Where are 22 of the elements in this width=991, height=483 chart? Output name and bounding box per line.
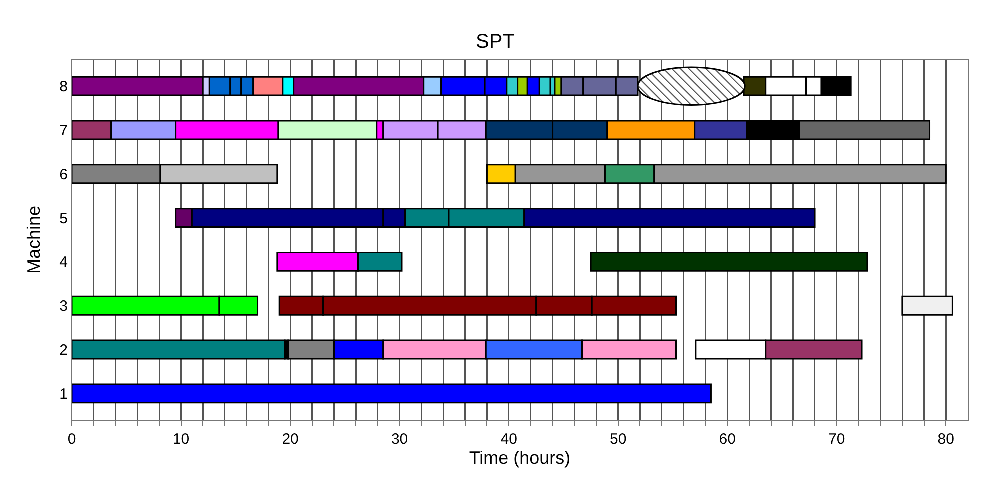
x-tick-label: 80	[938, 431, 954, 448]
x-tick-label: 70	[828, 431, 846, 448]
y-tick-label: 6	[60, 166, 68, 184]
x-tick-label: 60	[719, 431, 736, 448]
x-tick-label: 40	[500, 431, 518, 448]
y-tick-label: 7	[60, 122, 68, 140]
y-tick-label: 5	[60, 210, 68, 228]
y-tick-label: 8	[60, 78, 68, 96]
y-tick-label: 1	[60, 386, 68, 403]
x-tick-label: 50	[610, 431, 627, 448]
y-tick-label: 4	[60, 254, 68, 272]
x-axis-title: Time (hours)	[469, 448, 571, 468]
y-axis-title: Machine	[24, 206, 44, 274]
bar	[590, 252, 868, 272]
x-tick-label: 30	[391, 431, 408, 448]
x-tick-label: 20	[282, 431, 299, 448]
x-tick-label: 10	[172, 431, 190, 448]
bar	[902, 296, 954, 316]
y-tick-label: 3	[60, 298, 68, 316]
x-tick-label: 0	[68, 431, 76, 448]
chart-title: SPT	[476, 30, 515, 53]
y-tick-label: 2	[60, 342, 68, 360]
